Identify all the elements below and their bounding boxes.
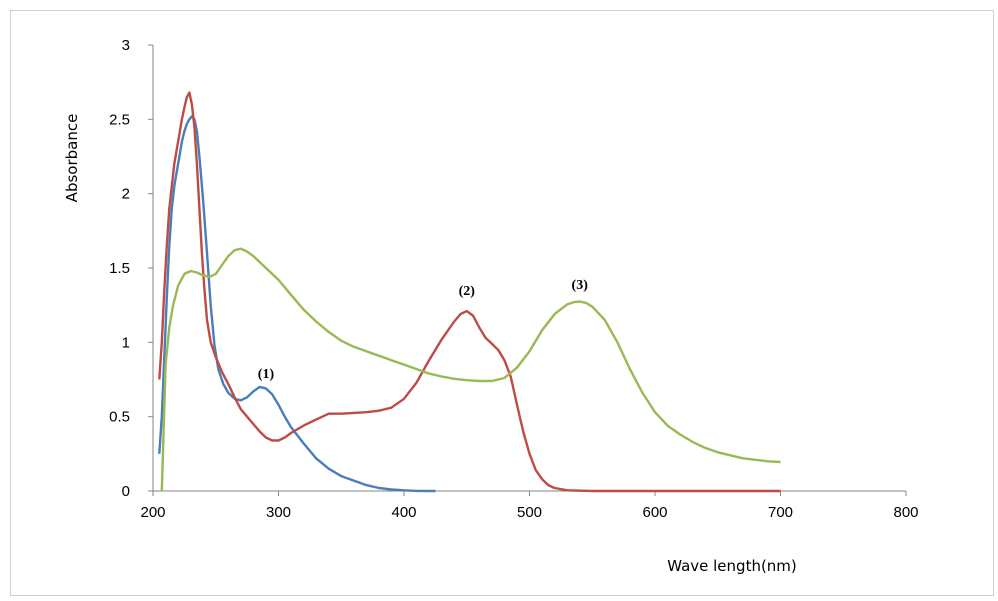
y-tick-label: 1.5 — [109, 260, 130, 277]
peak-annotation-3: (3) — [572, 278, 589, 293]
x-tick-label: 800 — [893, 504, 918, 521]
y-tick-label: 2.5 — [109, 111, 130, 128]
y-tick-label: 0.5 — [109, 409, 130, 426]
x-tick-label: 400 — [391, 504, 416, 521]
x-tick-label: 200 — [140, 504, 165, 521]
x-tick-label: 300 — [266, 504, 291, 521]
series-line-2 — [158, 91, 781, 493]
y-axis-title: Absorbance — [63, 114, 81, 203]
x-axis-title: Wave length(nm) — [667, 557, 797, 575]
y-tick-label: 2 — [122, 186, 130, 203]
peak-annotation-2: (2) — [459, 284, 476, 299]
series-layer — [158, 91, 781, 493]
y-tick-label: 3 — [122, 37, 130, 54]
x-axis-ticks: 200 300 400 500 600 700 800 — [140, 491, 919, 521]
y-axis-ticks: 0 0.5 1 1.5 2 2.5 3 — [109, 37, 153, 500]
series-line-1 — [158, 115, 436, 493]
x-tick-label: 500 — [517, 504, 542, 521]
series-line-3 — [160, 247, 781, 492]
annotations: (1) (2) (3) — [258, 278, 588, 382]
y-tick-label: 1 — [122, 334, 130, 351]
peak-annotation-1: (1) — [258, 367, 275, 382]
x-tick-label: 600 — [642, 504, 667, 521]
x-tick-label: 700 — [768, 504, 793, 521]
y-tick-label: 0 — [122, 483, 130, 500]
